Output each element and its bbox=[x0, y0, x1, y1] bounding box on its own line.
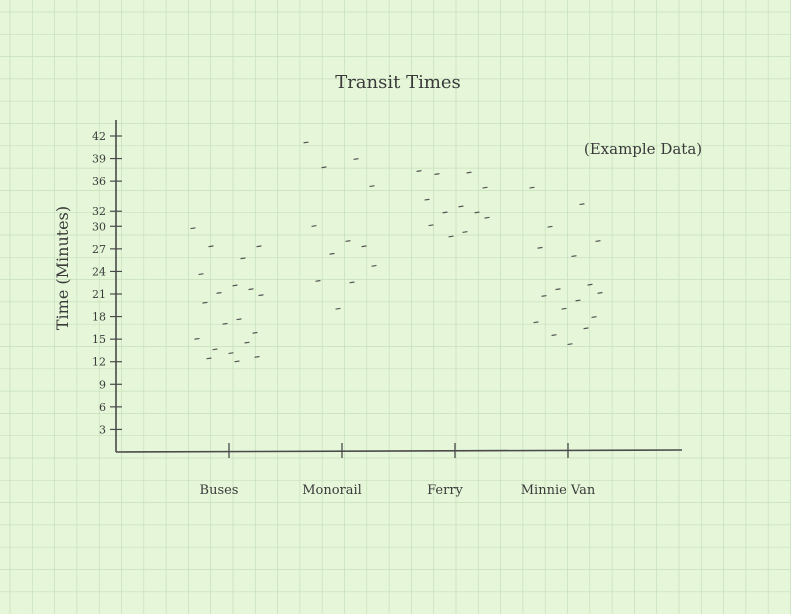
data-point bbox=[315, 280, 321, 282]
data-point bbox=[232, 284, 238, 287]
y-tick-label: 27 bbox=[92, 243, 106, 256]
data-point bbox=[234, 360, 240, 363]
data-point bbox=[442, 211, 448, 214]
data-point bbox=[466, 171, 472, 174]
data-point bbox=[567, 343, 573, 346]
data-point bbox=[329, 252, 335, 255]
y-tick-label: 12 bbox=[92, 356, 106, 369]
y-tick-label: 9 bbox=[99, 378, 106, 391]
data-point bbox=[353, 158, 359, 160]
data-point bbox=[361, 245, 367, 248]
data-point bbox=[571, 255, 577, 257]
data-point bbox=[448, 235, 454, 238]
data-point bbox=[434, 173, 440, 175]
data-point bbox=[551, 334, 557, 336]
data-point bbox=[311, 225, 317, 227]
data-point bbox=[555, 288, 561, 291]
data-point bbox=[228, 352, 234, 355]
data-point bbox=[583, 327, 589, 330]
data-point bbox=[547, 225, 553, 228]
data-point bbox=[482, 186, 488, 189]
data-point bbox=[335, 307, 341, 310]
x-category-label: Monorail bbox=[302, 483, 362, 498]
y-axis-label: Time (Minutes) bbox=[53, 206, 72, 330]
data-point bbox=[561, 307, 567, 310]
data-point bbox=[484, 216, 490, 219]
data-point bbox=[533, 321, 539, 324]
x-category-label: Buses bbox=[200, 483, 239, 498]
data-point bbox=[208, 245, 214, 248]
data-point bbox=[252, 331, 258, 334]
y-tick-label: 32 bbox=[92, 205, 106, 218]
x-categories: Buses Monorail Ferry Minnie Van bbox=[200, 443, 596, 498]
data-point bbox=[579, 203, 585, 206]
y-tick-label: 30 bbox=[92, 220, 106, 233]
y-tick-label: 18 bbox=[92, 311, 106, 324]
data-point bbox=[254, 356, 260, 358]
data-point bbox=[537, 246, 543, 249]
data-point bbox=[587, 283, 593, 286]
y-tick-label: 15 bbox=[92, 333, 106, 346]
data-point bbox=[198, 273, 204, 276]
data-point bbox=[216, 292, 222, 294]
data-point bbox=[541, 295, 547, 297]
data-point bbox=[206, 357, 212, 360]
chart-annotation: (Example Data) bbox=[584, 140, 702, 158]
data-point bbox=[369, 185, 375, 188]
y-tick-label: 21 bbox=[92, 288, 106, 301]
data-point bbox=[595, 240, 601, 242]
y-tick-label: 39 bbox=[92, 153, 106, 166]
data-point bbox=[194, 337, 200, 340]
data-point bbox=[256, 245, 262, 248]
data-point bbox=[458, 205, 464, 208]
data-point bbox=[371, 264, 377, 267]
data-point bbox=[575, 299, 581, 302]
data-point bbox=[240, 257, 246, 260]
y-tick-label: 3 bbox=[99, 423, 106, 436]
data-point bbox=[321, 166, 327, 169]
data-point bbox=[248, 288, 254, 291]
x-category-label: Minnie Van bbox=[521, 483, 596, 498]
data-point bbox=[474, 211, 480, 214]
data-point bbox=[244, 341, 250, 344]
y-tick-label: 6 bbox=[99, 401, 106, 414]
y-tick-label: 36 bbox=[92, 175, 106, 188]
y-tick-label: 42 bbox=[92, 130, 106, 143]
data-point bbox=[222, 322, 228, 325]
data-point bbox=[424, 198, 430, 201]
x-category-label: Ferry bbox=[427, 483, 463, 498]
data-point bbox=[236, 318, 242, 321]
data-point bbox=[462, 231, 468, 233]
data-point bbox=[190, 227, 196, 230]
data-point bbox=[591, 316, 597, 318]
data-point bbox=[529, 186, 535, 189]
data-point bbox=[258, 294, 264, 297]
data-point bbox=[416, 170, 422, 172]
data-point bbox=[212, 348, 218, 351]
data-point bbox=[428, 224, 434, 227]
y-tick-label: 24 bbox=[92, 265, 106, 278]
data-point bbox=[597, 292, 603, 294]
data-point bbox=[345, 240, 351, 242]
data-point bbox=[202, 301, 208, 304]
x-axis-line bbox=[115, 449, 683, 453]
data-point bbox=[303, 141, 309, 144]
data-points bbox=[190, 141, 603, 363]
chart-title: Transit Times bbox=[335, 72, 461, 93]
data-point bbox=[349, 281, 355, 284]
